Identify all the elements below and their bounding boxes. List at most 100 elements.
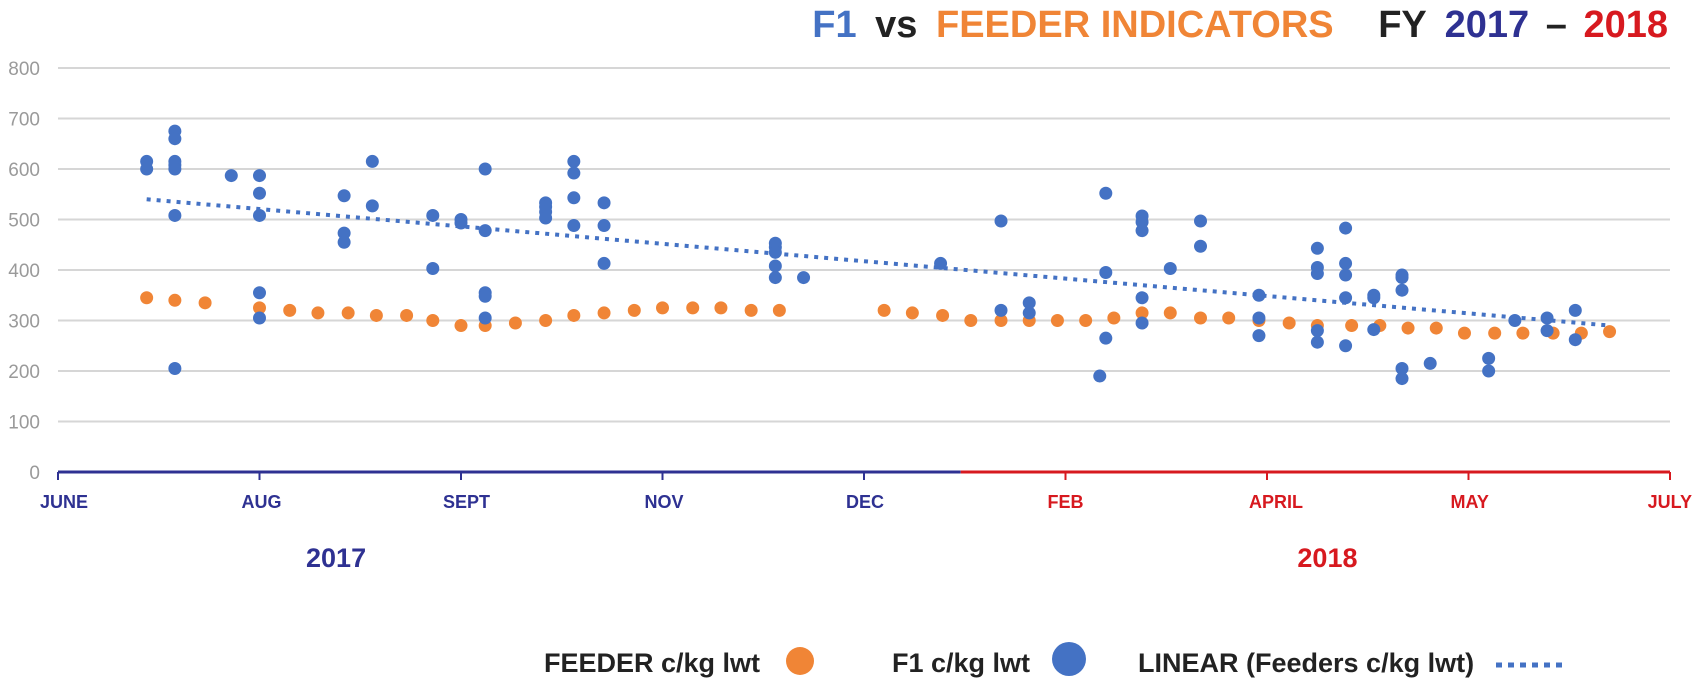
x-tick-label-april: APRIL: [1249, 492, 1303, 512]
x-tick-label-nov: NOV: [645, 492, 684, 512]
title-dash: –: [1546, 4, 1567, 46]
f1-point-91: [1568, 333, 1582, 347]
f1-point-52: [1099, 186, 1113, 200]
x-tick-label-july: JULY: [1648, 492, 1692, 512]
feeder-point-12: [508, 316, 522, 330]
f1-point-28: [478, 311, 492, 325]
y-tick-label-300: 300: [8, 312, 40, 333]
f1-point-59: [1135, 316, 1149, 330]
f1-point-68: [1310, 267, 1324, 281]
f1-point-12: [253, 208, 266, 222]
feeder-point-4: [283, 303, 297, 317]
title-feeder-indicators: FEEDER INDICATORS: [936, 4, 1334, 46]
feeder-point-16: [627, 303, 641, 317]
f1-point-7: [168, 208, 182, 222]
y-tick-label-500: 500: [8, 211, 40, 232]
f1-point-10: [253, 169, 266, 183]
f1-point-36: [567, 219, 581, 233]
f1-point-80: [1395, 271, 1409, 285]
y-axis-ticks: 0 100 200 300 400 500 600 700 800: [8, 59, 40, 484]
feeder-point-25: [964, 314, 978, 327]
legend-f1-marker: [1052, 642, 1086, 676]
f1-point-85: [1482, 351, 1496, 365]
f1-point-72: [1339, 256, 1353, 270]
feeder-point-33: [1194, 311, 1208, 325]
f1-point-53: [1099, 266, 1113, 280]
f1-point-73: [1339, 268, 1353, 282]
f1-point-58: [1135, 291, 1149, 305]
f1-point-18: [365, 154, 379, 168]
f1-point-74: [1339, 291, 1353, 305]
f1-point-46: [934, 256, 948, 270]
f1-point-69: [1310, 324, 1324, 338]
legend-f1-label: F1 c/kg lwt: [892, 648, 1030, 678]
f1-point-19: [365, 199, 379, 213]
x-tick-label-sept: SEPT: [443, 492, 490, 512]
f1-point-8: [168, 361, 182, 375]
feeder-point-21: [772, 303, 786, 317]
f1-point-33: [567, 154, 581, 168]
feeder-point-32: [1163, 306, 1177, 320]
f1-point-60: [1163, 261, 1177, 275]
chart-title: F1 vs FEEDER INDICATORS FY 2017 – 2018: [812, 4, 1668, 46]
feeder-point-10: [454, 319, 468, 333]
f1-point-84: [1423, 356, 1437, 370]
x-tick-label-dec: DEC: [846, 492, 884, 512]
feeder-point-26: [994, 314, 1008, 327]
f1-point-23: [454, 216, 468, 230]
feeder-point-0: [140, 291, 154, 305]
f1-point-70: [1310, 335, 1324, 349]
x-tick-label-june: JUNE: [40, 492, 88, 512]
feeder-point-19: [714, 301, 728, 315]
feeder-point-6: [341, 306, 355, 320]
feeder-point-31: [1135, 306, 1149, 320]
title-fy: FY: [1378, 4, 1426, 46]
feeder-point-23: [905, 306, 919, 320]
feeder-point-14: [567, 308, 581, 322]
f1-point-77: [1367, 291, 1381, 305]
f1-point-65: [1252, 329, 1266, 343]
f1-point-87: [1508, 314, 1522, 327]
x-tick-label-may: MAY: [1451, 492, 1489, 512]
legend-feeder-label: FEEDER c/kg lwt: [544, 648, 760, 678]
f1-point-64: [1252, 311, 1266, 325]
f1-point-48: [994, 303, 1008, 317]
f1-point-66: [1310, 241, 1324, 255]
y-tick-label-0: 0: [29, 463, 40, 484]
trend-line-group: [146, 197, 1610, 328]
f1-point-24: [478, 162, 492, 176]
feeder-point-36: [1282, 316, 1296, 330]
f1-point-3: [168, 132, 182, 146]
feeder-point-20: [744, 303, 758, 317]
y-tick-label-800: 800: [8, 59, 40, 80]
y-tick-label-400: 400: [8, 261, 40, 282]
f1-point-82: [1395, 361, 1409, 375]
feeder-point-41: [1429, 321, 1443, 335]
feeder-point-43: [1488, 326, 1502, 340]
f1-point-27: [478, 289, 492, 303]
feeder-point-2: [198, 296, 212, 310]
f1-point-17: [337, 235, 351, 249]
x-tick-label-feb: FEB: [1048, 492, 1084, 512]
feeder-point-24: [936, 308, 950, 322]
f1-point-21: [426, 261, 440, 275]
f1-point-38: [597, 219, 611, 233]
f1-point-39: [597, 256, 611, 270]
legend-feeder-marker: [786, 647, 814, 675]
f1-point-61: [1194, 214, 1208, 228]
feeder-point-8: [400, 308, 414, 322]
data-points: [140, 124, 1617, 386]
feeder-point-13: [539, 314, 553, 327]
y-tick-label-600: 600: [8, 160, 40, 181]
f1-point-63: [1252, 288, 1266, 302]
f1-point-88: [1540, 311, 1554, 325]
f1-point-83: [1395, 372, 1409, 386]
f1-point-44: [768, 271, 782, 285]
feeder-point-38: [1345, 319, 1359, 333]
feeder-point-40: [1401, 321, 1415, 335]
feeder-point-5: [311, 306, 325, 320]
f1-point-37: [597, 196, 611, 210]
f1-point-42: [768, 245, 782, 259]
f1-point-49: [1022, 296, 1036, 310]
f1-point-62: [1194, 239, 1208, 253]
